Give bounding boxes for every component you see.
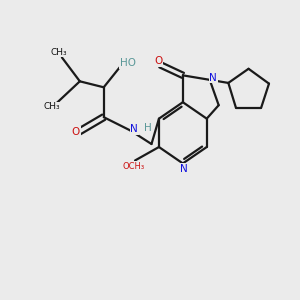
Text: O: O — [72, 127, 80, 137]
Text: O: O — [154, 56, 162, 66]
Text: N: N — [130, 124, 138, 134]
Text: CH₃: CH₃ — [43, 102, 60, 111]
Text: H: H — [144, 123, 152, 133]
Text: CH₃: CH₃ — [51, 48, 67, 57]
Text: N: N — [181, 164, 188, 173]
Text: HO: HO — [120, 58, 136, 68]
Text: N: N — [209, 73, 217, 83]
Text: OCH₃: OCH₃ — [122, 162, 145, 171]
